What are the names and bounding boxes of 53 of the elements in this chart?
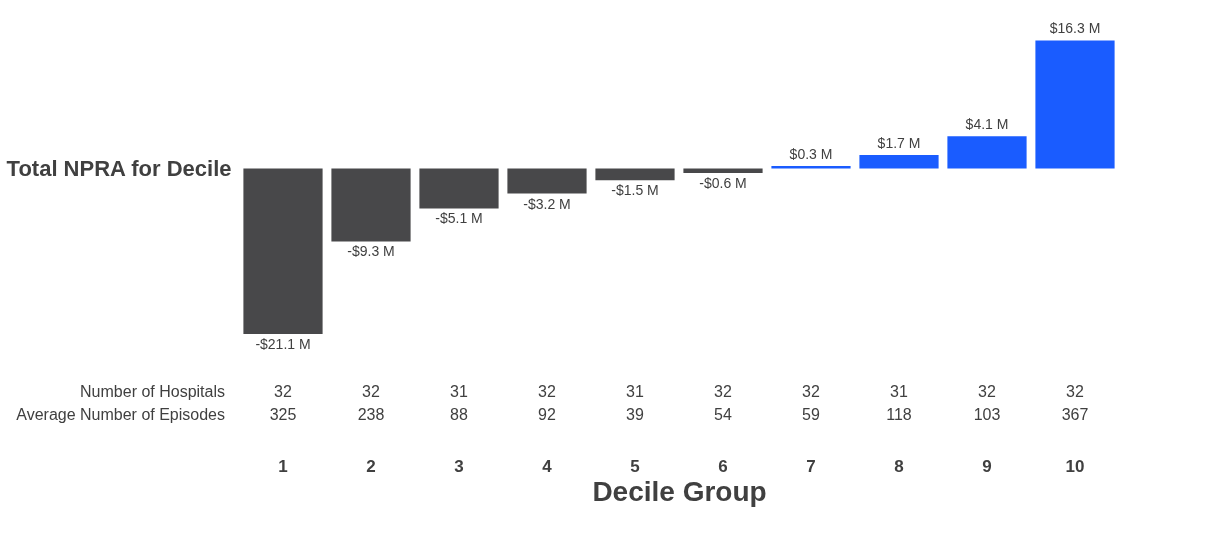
x-tick-label: 1	[278, 456, 288, 476]
x-tick-label: 4	[542, 456, 553, 476]
bar	[683, 168, 763, 174]
data-label: -$3.2 M	[523, 195, 571, 212]
text: 32	[362, 383, 380, 400]
text: 32	[978, 383, 996, 400]
text: 32	[538, 383, 556, 400]
text: 92	[538, 406, 556, 423]
text: 103	[973, 406, 1001, 423]
bar	[859, 155, 939, 169]
data-label: $16.3 M	[1049, 20, 1101, 37]
data-label: -$0.6 M	[699, 175, 747, 192]
text: 88	[450, 406, 468, 423]
bar	[243, 168, 323, 335]
text: 59	[802, 406, 820, 423]
bar	[1035, 40, 1115, 169]
text: 32	[714, 383, 732, 400]
data-label: -$9.3 M	[347, 243, 395, 260]
text: 238	[357, 406, 385, 423]
x-tick-label: 3	[454, 456, 464, 476]
data-label: -$5.1 M	[435, 210, 483, 227]
bar	[331, 168, 411, 242]
text: 32	[1066, 383, 1084, 400]
text: 31	[890, 383, 908, 400]
text: 32	[802, 383, 820, 400]
data-label: $0.3 M	[789, 146, 833, 163]
text: 39	[626, 406, 644, 423]
bar	[507, 168, 587, 194]
text: Number of Hospitals	[80, 383, 225, 400]
data-label: -$21.1 M	[255, 336, 311, 353]
y-axis-title: Total NPRA for Decile	[6, 155, 232, 181]
data-label: $4.1 M	[965, 116, 1009, 133]
bar	[595, 168, 675, 181]
x-tick-label: 2	[366, 456, 376, 476]
text: 367	[1061, 406, 1089, 423]
x-tick-label: 9	[982, 456, 992, 476]
bar	[947, 136, 1027, 169]
x-tick-label: 5	[630, 456, 640, 476]
text: Average Number of Episodes	[16, 406, 225, 423]
data-label: -$1.5 M	[611, 182, 659, 199]
text: 31	[450, 383, 468, 400]
x-axis-title: Decile Group	[592, 475, 767, 507]
text: 32	[274, 383, 292, 400]
text: 31	[626, 383, 644, 400]
text: 54	[714, 406, 732, 423]
x-tick-label: 6	[718, 456, 728, 476]
x-tick-label: 7	[806, 456, 816, 476]
text: 325	[269, 406, 297, 423]
text: 118	[886, 406, 912, 423]
x-tick-label: 10	[1065, 456, 1085, 476]
data-label: $1.7 M	[877, 135, 921, 152]
x-tick-label: 8	[894, 456, 904, 476]
bar	[419, 168, 499, 209]
